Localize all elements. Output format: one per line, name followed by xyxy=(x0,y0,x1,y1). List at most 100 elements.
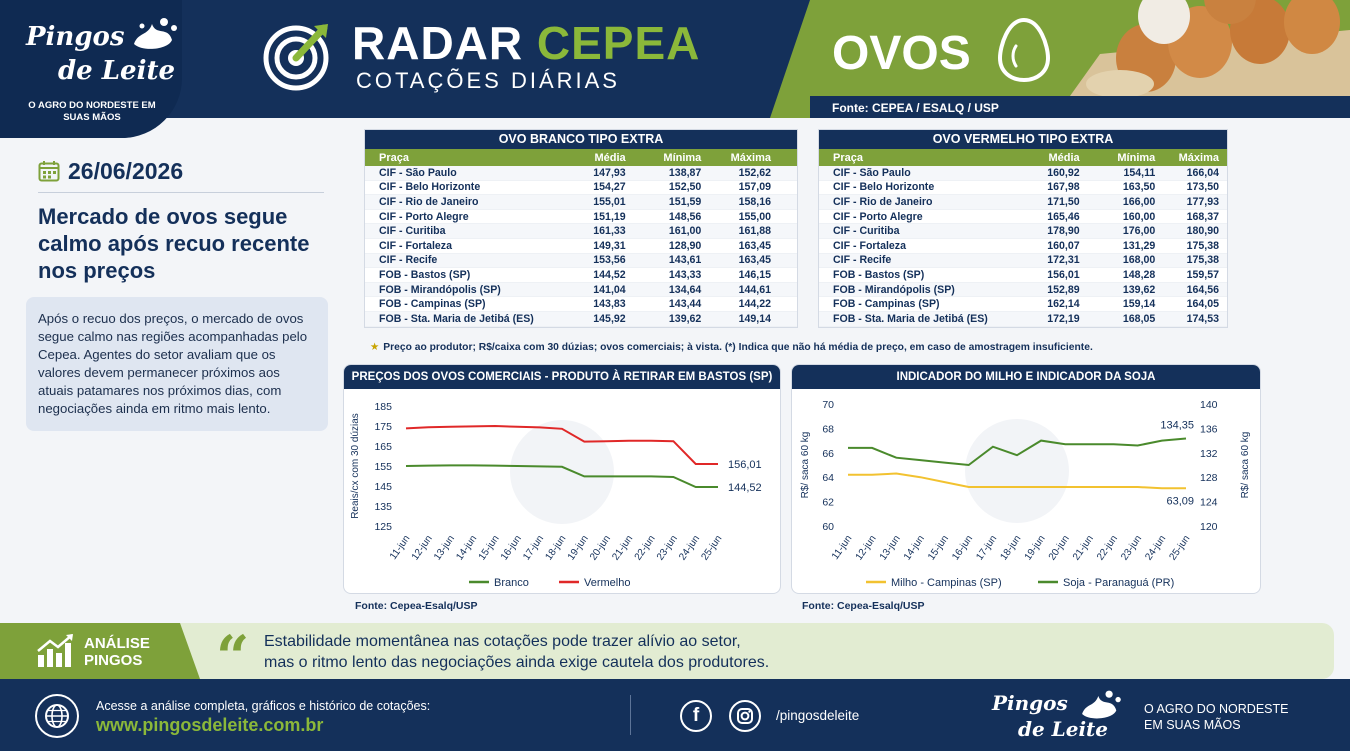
chart-source: Fonte: Cepea-Esalq/USP xyxy=(802,600,925,612)
eggs-tray-image xyxy=(1070,0,1350,96)
table-cell-value: 154,27 xyxy=(593,181,626,194)
source-label: Fonte: CEPEA / ESALQ / USP xyxy=(832,101,999,115)
table-row: CIF - Fortaleza 149,31 128,90 163,45 xyxy=(365,239,797,254)
product-panel: OVOS Fonte: CEPEA / ESALQ / USP xyxy=(770,0,1350,118)
table-cell-value: 155,00 xyxy=(738,210,771,223)
table-cell-value: 155,01 xyxy=(593,195,626,208)
table-cell-location: CIF - São Paulo xyxy=(379,166,457,179)
y-tick-label: 70 xyxy=(822,399,834,411)
legend-entry: Vermelho xyxy=(584,577,630,589)
table-header-row: Praça Média Mínima Máxima xyxy=(365,149,797,166)
table-cell-value: 161,88 xyxy=(738,225,771,238)
growth-chart-icon xyxy=(37,634,73,667)
column-header: Mínima xyxy=(663,151,702,164)
table-cell-location: CIF - Curitiba xyxy=(833,225,900,238)
summary-text: Após o recuo dos preços, o mercado de ov… xyxy=(26,297,328,431)
x-tick-label: 19-jun xyxy=(1023,533,1048,562)
x-tick-label: 23-jun xyxy=(1119,533,1144,562)
x-tick-label: 13-jun xyxy=(432,533,457,562)
table-row: FOB - Bastos (SP) 144,52 143,33 146,15 xyxy=(365,268,797,283)
brand-logo[interactable]: Pingos de Leite O AGRO DO NORDESTE EM SU… xyxy=(0,0,182,138)
y-tick-label: 60 xyxy=(822,521,834,533)
table-cell-value: 161,00 xyxy=(668,225,702,238)
series-end-label: 156,01 xyxy=(728,459,762,471)
analysis-text: Estabilidade momentânea nas cotações pod… xyxy=(264,631,769,673)
table-cell-location: CIF - Porto Alegre xyxy=(833,210,923,223)
y-tick-label: 125 xyxy=(374,521,392,533)
table-row: CIF - Recife 153,56 143,61 163,45 xyxy=(365,253,797,269)
table-cell-value: 178,90 xyxy=(1047,225,1080,238)
table-cell-value: 148,56 xyxy=(668,210,702,223)
table-cell-value: 144,22 xyxy=(738,298,771,311)
table-note-text: Preço ao produtor; R$/caixa com 30 dúzia… xyxy=(383,342,1093,353)
analysis-label-line2: PINGOS xyxy=(84,652,143,669)
table-cell-location: FOB - Sta. Maria de Jetibá (ES) xyxy=(833,312,988,325)
header: Pingos de Leite O AGRO DO NORDESTE EM SU… xyxy=(0,0,1350,138)
table-cell-value: 143,44 xyxy=(668,298,702,311)
y-tick-label: 64 xyxy=(822,472,834,484)
table-cell-value: 141,04 xyxy=(593,283,626,296)
table-cell-value: 154,11 xyxy=(1123,166,1156,179)
analysis-label: ANÁLISE PINGOS xyxy=(84,635,150,669)
table-cell-value: 160,92 xyxy=(1047,166,1080,179)
y-tick-label: 185 xyxy=(374,401,392,413)
globe-icon[interactable] xyxy=(34,693,80,739)
facebook-icon[interactable]: f xyxy=(680,700,712,732)
table-row: CIF - Curitiba 178,90 176,00 180,90 xyxy=(819,224,1227,239)
table-row: FOB - Mirandópolis (SP) 152,89 139,62 164,5… xyxy=(819,282,1227,298)
table-cell-value: 143,61 xyxy=(668,254,702,267)
analysis-tab: ANÁLISE PINGOS xyxy=(0,623,200,679)
x-tick-label: 21-jun xyxy=(610,533,635,562)
instagram-glyph-icon xyxy=(737,708,753,724)
source-bar xyxy=(810,96,1350,118)
report-date: 26/06/2026 xyxy=(68,158,184,184)
x-tick-label: 22-jun xyxy=(1095,533,1120,562)
table-cell-value: 173,50 xyxy=(1186,181,1219,194)
x-tick-label: 18-jun xyxy=(998,533,1023,562)
table-cell-value: 164,56 xyxy=(1186,283,1219,296)
column-header: Mínima xyxy=(1117,151,1156,164)
x-tick-label: 14-jun xyxy=(454,533,479,562)
table-cell-value: 160,00 xyxy=(1122,210,1156,223)
website-link[interactable]: www.pingosdeleite.com.br xyxy=(96,715,324,735)
table-cell-value: 167,98 xyxy=(1047,181,1080,194)
x-tick-label: 17-jun xyxy=(974,533,999,562)
table-cell-value: 176,00 xyxy=(1122,225,1156,238)
legend-entry: Branco xyxy=(494,577,529,589)
y-tick-label-right: 136 xyxy=(1200,423,1218,435)
brand-logo-line1: Pingos xyxy=(26,22,125,52)
x-tick-label: 24-jun xyxy=(1143,533,1168,562)
y-tick-label-right: 132 xyxy=(1200,448,1218,460)
table-cell-value: 164,05 xyxy=(1186,298,1219,311)
page-subtitle: COTAÇÕES DIÁRIAS xyxy=(356,68,620,93)
table-cell-value: 148,28 xyxy=(1122,268,1156,281)
social-handle[interactable]: /pingosdeleite xyxy=(776,708,860,723)
y-tick-label-right: 128 xyxy=(1200,472,1218,484)
instagram-icon[interactable] xyxy=(729,700,761,732)
analysis-label-line1: ANÁLISE xyxy=(84,635,150,652)
brand-tagline: O AGRO DO NORDESTE EM SUAS MÃOS xyxy=(28,100,156,123)
table-row: CIF - Belo Horizonte 154,27 152,50 157,09 xyxy=(365,181,797,196)
series-line-0 xyxy=(405,464,718,488)
x-tick-label: 20-jun xyxy=(588,533,613,562)
table-title: OVO BRANCO TIPO EXTRA xyxy=(365,130,797,149)
x-tick-label: 21-jun xyxy=(1071,533,1096,562)
y-tick-label: 155 xyxy=(374,461,392,473)
table-cell-value: 147,93 xyxy=(593,166,626,179)
table-cell-location: FOB - Mirandópolis (SP) xyxy=(833,283,955,296)
x-tick-label: 19-jun xyxy=(566,533,591,562)
table-cell-value: 163,50 xyxy=(1122,181,1156,194)
table-cell-value: 177,93 xyxy=(1186,195,1219,208)
quote-icon: “ xyxy=(216,623,250,691)
legend-entry: Milho - Campinas (SP) xyxy=(891,577,1002,589)
star-icon: ★ xyxy=(370,342,380,353)
table-row: CIF - Rio de Janeiro 155,01 151,59 158,16 xyxy=(365,195,797,210)
column-header: Máxima xyxy=(1178,151,1219,164)
table-cell-value: 139,62 xyxy=(1122,283,1156,296)
table-cell-location: FOB - Bastos (SP) xyxy=(833,268,925,281)
egg-icon xyxy=(997,17,1051,83)
footer-logo-line1: Pingos xyxy=(992,691,1068,715)
table-cell-value: 144,52 xyxy=(593,268,626,281)
table-row: CIF - Fortaleza 160,07 131,29 175,38 xyxy=(819,239,1227,254)
table-cell-value: 168,05 xyxy=(1122,312,1156,325)
